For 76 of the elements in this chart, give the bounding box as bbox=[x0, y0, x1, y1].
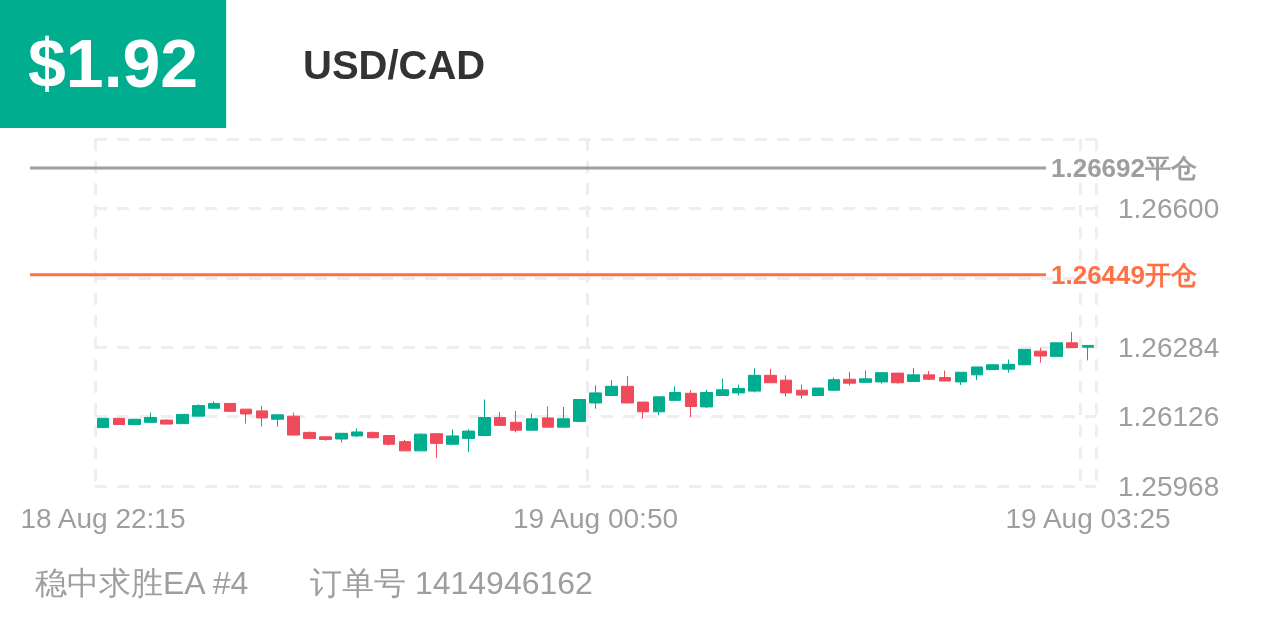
candlestick bbox=[700, 389, 713, 409]
candlestick bbox=[494, 411, 506, 427]
candlestick bbox=[526, 413, 538, 431]
candlestick bbox=[113, 417, 125, 426]
candlestick bbox=[319, 436, 332, 442]
y-tick-label: 1.26284 bbox=[1118, 331, 1220, 363]
candlestick bbox=[1002, 359, 1015, 374]
candlestick bbox=[716, 378, 729, 397]
candlestick bbox=[399, 439, 411, 452]
candlestick bbox=[907, 367, 920, 382]
candlestick bbox=[621, 375, 634, 404]
y-tick-label: 1.26600 bbox=[1118, 192, 1220, 224]
candlestick bbox=[176, 413, 189, 425]
ref-line-label: 1.26449开仓 bbox=[1051, 259, 1197, 290]
candlestick bbox=[653, 395, 665, 416]
candlestick bbox=[510, 410, 522, 433]
ref-line-label: 1.26692平仓 bbox=[1051, 152, 1197, 183]
candlestick bbox=[303, 431, 316, 440]
candlestick bbox=[1066, 331, 1078, 349]
candlestick bbox=[1082, 344, 1094, 361]
candlestick bbox=[939, 369, 951, 382]
candlestick bbox=[1050, 342, 1063, 357]
candlestick bbox=[256, 405, 268, 428]
candlestick bbox=[367, 431, 379, 440]
candlestick bbox=[732, 384, 745, 397]
candlestick bbox=[224, 402, 236, 412]
x-tick-label: 19 Aug 00:50 bbox=[512, 502, 679, 534]
candlestick bbox=[843, 371, 856, 386]
y-tick-label: 1.26126 bbox=[1118, 401, 1220, 433]
candlestick bbox=[144, 412, 157, 424]
candlestick bbox=[335, 432, 348, 444]
candlestick bbox=[557, 406, 570, 428]
candlestick bbox=[875, 372, 888, 385]
x-tick-label: 19 Aug 03:25 bbox=[1005, 502, 1171, 534]
candlestick bbox=[796, 384, 808, 400]
candlestick bbox=[478, 398, 491, 436]
x-tick-label: 18 Aug 22:15 bbox=[20, 502, 186, 534]
candlestick bbox=[971, 366, 983, 381]
candlestick bbox=[669, 385, 681, 401]
candlestick bbox=[1018, 348, 1031, 366]
candlestick bbox=[764, 368, 777, 384]
candlestick bbox=[128, 418, 141, 426]
candlestick bbox=[685, 389, 697, 418]
candlestick bbox=[192, 403, 205, 417]
chart-subtitle: USD/CAD bbox=[303, 43, 486, 87]
candlestick bbox=[97, 417, 109, 429]
candlestick bbox=[986, 364, 999, 371]
candlestick bbox=[955, 371, 967, 386]
candlestick bbox=[812, 387, 824, 397]
candlestick bbox=[542, 406, 554, 428]
candlestick bbox=[891, 372, 904, 385]
text: 稳中求胜EA #4 bbox=[35, 565, 249, 601]
candlestick bbox=[383, 434, 395, 447]
candlestick bbox=[351, 427, 363, 438]
candlestick bbox=[828, 377, 840, 392]
y-tick-label: 1.25968 bbox=[1118, 470, 1220, 502]
candlestick bbox=[208, 400, 220, 409]
candlestick bbox=[1034, 347, 1047, 364]
candlestick bbox=[605, 379, 618, 397]
candlestick bbox=[589, 384, 602, 410]
candlestick bbox=[240, 408, 252, 425]
text: 订单号 1414946162 bbox=[310, 565, 593, 601]
candlestick bbox=[287, 412, 300, 436]
candlestick bbox=[637, 401, 649, 420]
candlestick bbox=[414, 432, 427, 452]
candlestick bbox=[748, 367, 761, 393]
candlestick bbox=[780, 374, 792, 397]
candlestick bbox=[573, 398, 586, 422]
candlestick bbox=[446, 428, 459, 445]
candlestick bbox=[271, 414, 284, 428]
candlestick bbox=[859, 369, 872, 384]
candlestick bbox=[160, 418, 173, 425]
candlestick bbox=[462, 428, 475, 453]
candlestick bbox=[430, 433, 443, 459]
chart-title: $1.92 bbox=[28, 25, 199, 101]
candlestick bbox=[923, 370, 935, 381]
